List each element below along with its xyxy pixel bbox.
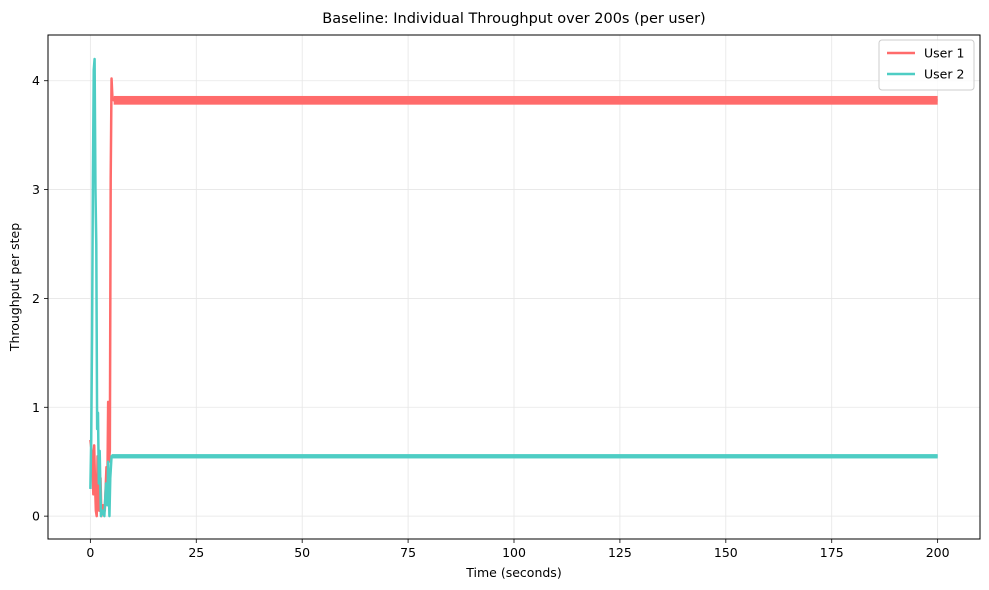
x-tick-label: 50 [294,545,310,560]
y-axis-title: Throughput per step [7,223,22,352]
series-line-user-2 [89,57,938,518]
y-tick-label: 1 [32,400,40,415]
y-tick-label: 0 [32,509,40,524]
y-tick-label: 2 [32,291,40,306]
x-tick-label: 125 [608,545,632,560]
x-tick-label: 25 [188,545,204,560]
x-tick-label: 0 [86,545,94,560]
x-tick-label: 150 [714,545,738,560]
series-layer [89,57,938,518]
x-tick-label: 100 [502,545,526,560]
x-tick-label: 75 [400,545,416,560]
legend-label-user-1: User 1 [924,46,964,61]
legend: User 1 User 2 [878,39,975,91]
chart-title: Baseline: Individual Throughput over 200… [322,11,705,27]
legend-label-user-2: User 2 [924,67,964,82]
axis-ticks: 0 25 50 75 100 125 150 175 200 0 1 2 3 4 [32,73,950,560]
y-tick-label: 3 [32,182,40,197]
y-tick-label: 4 [32,73,40,88]
x-axis-title: Time (seconds) [465,565,561,580]
grid [48,35,980,539]
x-tick-label: 175 [820,545,844,560]
x-tick-label: 200 [926,545,950,560]
